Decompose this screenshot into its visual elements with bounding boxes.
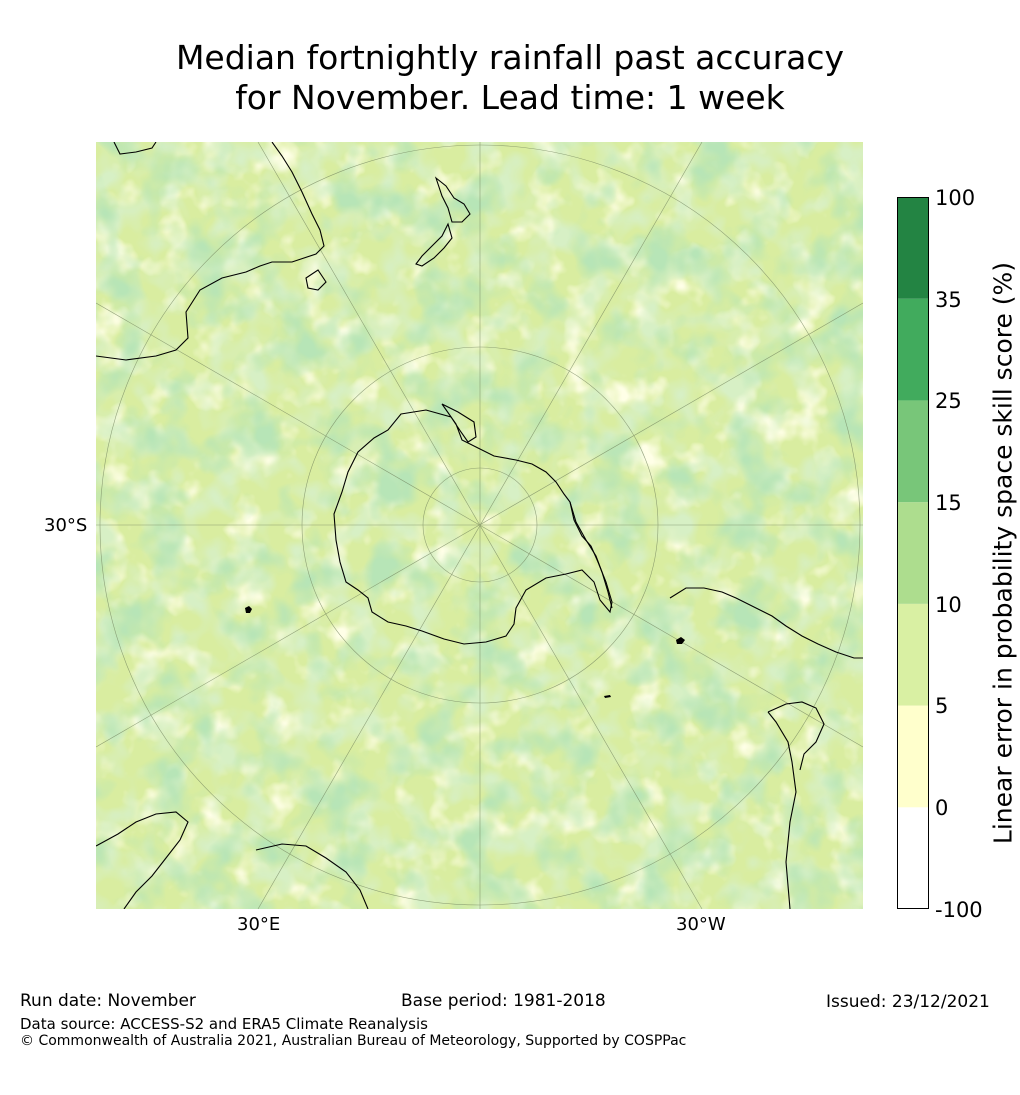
colorbar-tick: 5 (935, 694, 949, 718)
title-line-2: for November. Lead time: 1 week (235, 78, 785, 117)
lon-label-30e: 30°E (237, 914, 281, 935)
colorbar-tick: 100 (935, 186, 976, 210)
colorbar-tick: -100 (935, 898, 983, 922)
colorbar-segment (897, 603, 929, 706)
dark-patches (96, 142, 863, 909)
antarctica-coastline (333, 403, 613, 645)
colorbar-tick: 10 (935, 593, 962, 617)
colorbar (897, 197, 929, 909)
antarctic-peninsula (569, 501, 613, 609)
colorbar-border (897, 197, 929, 909)
africa-coastline (96, 811, 189, 909)
lat-label: 30°S (44, 515, 88, 536)
lon-label-30w: 30°W (676, 914, 726, 935)
colorbar-tick: 15 (935, 491, 962, 515)
south-georgia-island (604, 695, 611, 698)
base-period: Base period: 1981-2018 (401, 991, 606, 1011)
madagascar-coastline (255, 843, 369, 909)
colorbar-tick: 25 (935, 389, 962, 413)
colorbar-segment (897, 298, 929, 401)
new-zealand-north-island (434, 176, 471, 223)
colorbar-segment (897, 197, 929, 299)
colorbar-label: Linear error in probability space skill … (988, 261, 1018, 845)
brazil-coastline (767, 701, 825, 771)
australia-coastline (96, 142, 325, 361)
chart-title: Median fortnightly rainfall past accurac… (0, 38, 1020, 118)
australia-north-fragment (113, 142, 157, 155)
colorbar-segment (897, 400, 929, 503)
colorbar-tick: 0 (935, 796, 949, 820)
issued-date: Issued: 23/12/2021 (826, 992, 990, 1012)
colorbar-segment (897, 502, 929, 604)
kerguelen-island (245, 606, 252, 613)
colorbar-segment (897, 705, 929, 808)
new-zealand-south-island (415, 222, 453, 267)
falkland-islands (676, 637, 685, 644)
south-america-coastline (669, 587, 863, 659)
south-america-patagonia (767, 711, 797, 909)
colorbar-segment (897, 807, 929, 909)
run-date: Run date: November (20, 991, 196, 1011)
title-line-1: Median fortnightly rainfall past accurac… (175, 38, 845, 77)
colorbar-tick: 35 (935, 288, 962, 312)
copyright: © Commonwealth of Australia 2021, Austra… (20, 1033, 687, 1049)
skill-score-map (96, 142, 863, 909)
tasmania-coastline (305, 269, 327, 291)
graticule (96, 142, 863, 909)
data-source: Data source: ACCESS-S2 and ERA5 Climate … (20, 1015, 428, 1033)
